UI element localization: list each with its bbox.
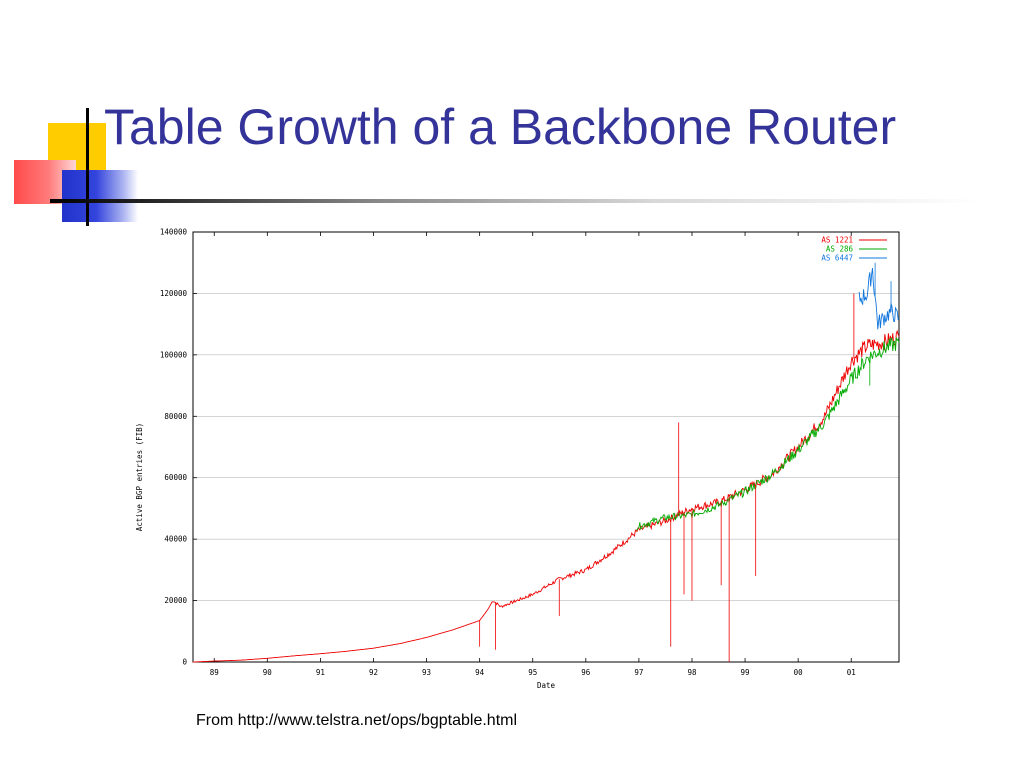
plot-frame bbox=[192, 231, 900, 663]
x-tick-label: 99 bbox=[741, 668, 750, 677]
y-tick-label: 60000 bbox=[164, 473, 187, 482]
source-citation: From http://www.telstra.net/ops/bgptable… bbox=[196, 712, 518, 729]
x-tick-label: 97 bbox=[634, 668, 643, 677]
y-axis-label: Active BGP entries (FIB) bbox=[135, 423, 144, 531]
y-tick-label: 20000 bbox=[164, 596, 187, 605]
y-tick-label: 80000 bbox=[164, 412, 187, 421]
bgp-growth-chart: 89 90 91 92 93 94 95 96 97 98 99 00 01 0 20000 40000 60… bbox=[135, 228, 900, 690]
grid bbox=[193, 231, 899, 663]
x-tick-label: 00 bbox=[794, 668, 804, 677]
y-ticks: 0 20000 40000 60000 80000 100000 120000 140000 bbox=[160, 228, 197, 667]
series-line-as-1221 bbox=[193, 329, 900, 663]
x-tick-label: 92 bbox=[369, 668, 378, 677]
x-axis-label: Date bbox=[537, 681, 556, 690]
series-line-as-6447 bbox=[858, 267, 900, 330]
x-tick-label: 89 bbox=[210, 668, 219, 677]
x-tick-label: 96 bbox=[581, 668, 591, 677]
x-ticks: 89 90 91 92 93 94 95 96 97 98 99 00 01 bbox=[210, 232, 856, 677]
x-tick-label: 94 bbox=[475, 668, 485, 677]
x-tick-label: 90 bbox=[263, 668, 273, 677]
decor-blue-square bbox=[62, 170, 138, 222]
legend-label: AS 286 bbox=[826, 245, 854, 254]
series-lines bbox=[193, 262, 900, 663]
x-tick-label: 93 bbox=[422, 668, 431, 677]
decor-vertical-line bbox=[86, 108, 89, 226]
y-tick-label: 0 bbox=[182, 658, 187, 667]
x-tick-label: 91 bbox=[316, 668, 325, 677]
y-tick-label: 120000 bbox=[160, 289, 188, 298]
legend-label: AS 6447 bbox=[821, 254, 853, 263]
x-tick-label: 01 bbox=[847, 668, 856, 677]
y-tick-label: 40000 bbox=[164, 535, 187, 544]
y-tick-label: 100000 bbox=[160, 350, 188, 359]
title-underline bbox=[50, 199, 980, 203]
legend-label: AS 1221 bbox=[821, 236, 853, 245]
x-tick-label: 98 bbox=[687, 668, 697, 677]
x-tick-label: 95 bbox=[528, 668, 537, 677]
slide-title: Table Growth of a Backbone Router bbox=[104, 99, 897, 155]
y-tick-label: 140000 bbox=[160, 228, 188, 237]
series-line-as-286 bbox=[636, 337, 900, 531]
